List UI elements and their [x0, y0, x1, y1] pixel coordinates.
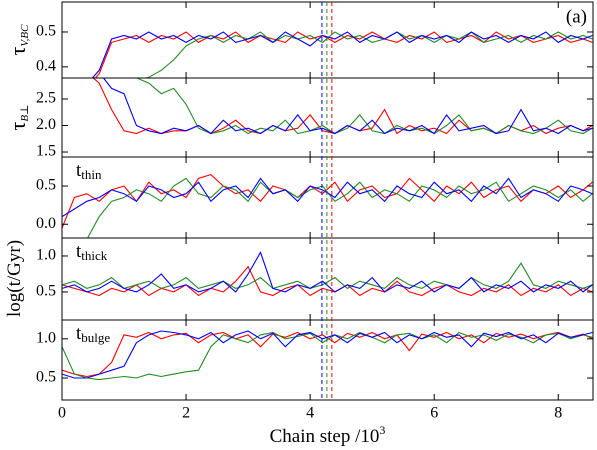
y-tick-label: 1.5	[36, 143, 56, 160]
trace-line	[62, 330, 593, 379]
trace-line	[94, 31, 593, 78]
traces	[62, 330, 593, 381]
y-axis-label-main: log(t/Gyr)	[4, 240, 25, 317]
panel-label-main: t	[76, 160, 82, 181]
y-axis-label-main: τ	[5, 46, 30, 55]
traces	[91, 31, 593, 78]
traces	[62, 251, 593, 297]
x-tick-label: 2	[182, 405, 190, 422]
x-tick-label: 4	[306, 405, 314, 422]
y-tick-label: 0.0	[36, 215, 56, 232]
y-axis-label: log(t/Gyr)	[4, 240, 25, 317]
panel-label-sub: thick	[81, 248, 107, 263]
y-tick-label: 0.5	[36, 283, 56, 300]
panel-label-main: t	[76, 323, 82, 344]
y-tick-label: 1.0	[36, 329, 56, 346]
y-tick-label: 0.4	[36, 58, 56, 75]
y-tick-label: 1.0	[36, 247, 56, 264]
panel-frame	[61, 319, 594, 401]
x-axis-label-main: Chain step /10	[270, 426, 380, 447]
x-tick-label: 6	[430, 405, 438, 422]
y-axis-label-sub: V,BC	[19, 24, 31, 47]
panel-label-sub: bulge	[81, 330, 110, 345]
panel-frame	[61, 77, 594, 158]
panel-label-sub: thin	[81, 167, 102, 182]
y-tick-label: 2.0	[36, 116, 56, 133]
y-tick-label: 0.5	[36, 23, 56, 40]
panel-frame	[61, 237, 594, 321]
x-axis-label: Chain step /103	[270, 423, 386, 448]
annotation: (a)	[566, 6, 587, 27]
trace-line	[62, 265, 593, 297]
trace-line	[62, 331, 593, 381]
y-axis-label-sub: B⊥	[19, 105, 31, 122]
panel-label: tthin	[76, 160, 102, 182]
trace-line	[135, 78, 593, 135]
y-axis-label: τB⊥	[5, 105, 30, 131]
x-tick-label: 8	[554, 405, 562, 422]
trace-line	[62, 173, 593, 229]
y-axis-label: τV,BC	[5, 24, 30, 56]
panel-label: tbulge	[76, 323, 110, 345]
y-tick-label: 2.5	[36, 90, 56, 107]
x-axis-label-sup: 3	[379, 423, 385, 437]
y-axis-label-main: τ	[5, 121, 30, 130]
traces	[62, 173, 593, 238]
trace-line	[91, 31, 593, 78]
panel-label: tthick	[76, 241, 108, 263]
y-tick-label: 0.5	[36, 177, 56, 194]
trace-line	[62, 177, 593, 218]
y-tick-label: 0.5	[36, 369, 56, 386]
trace-line	[62, 251, 593, 293]
x-tick-label: 0	[58, 405, 66, 422]
panel-frame	[61, 156, 594, 239]
traces	[92, 78, 593, 135]
trace-line	[102, 78, 593, 135]
panel-label-main: t	[76, 241, 82, 262]
